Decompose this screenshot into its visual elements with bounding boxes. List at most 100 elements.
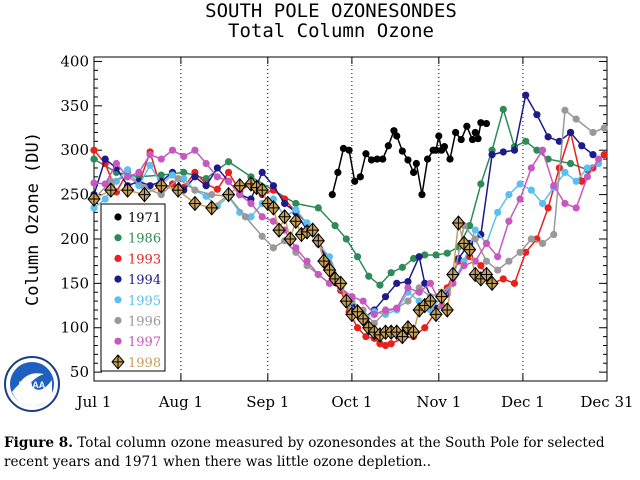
data-point <box>550 230 558 239</box>
data-point <box>303 219 311 227</box>
data-point <box>415 288 423 296</box>
data-point <box>191 173 199 181</box>
data-point <box>384 142 392 150</box>
data-point <box>174 175 182 183</box>
data-point <box>101 180 109 188</box>
data-point <box>440 143 449 151</box>
x-axis: Jul 1 Aug 1 Sep 1 Oct 1 Nov 1 Dec 1 Dec 31 <box>75 57 634 411</box>
data-point <box>522 137 530 145</box>
data-point <box>135 182 143 190</box>
data-point <box>241 213 249 221</box>
data-point <box>451 215 466 231</box>
data-point <box>90 179 98 187</box>
data-point <box>202 175 210 183</box>
series-1998 <box>87 176 499 345</box>
data-point <box>339 144 348 153</box>
data-point <box>538 199 547 208</box>
data-point <box>466 222 474 230</box>
data-point <box>522 248 530 256</box>
data-point <box>398 147 406 155</box>
data-point <box>510 279 519 287</box>
data-point <box>463 122 471 130</box>
data-point <box>477 262 485 270</box>
data-point <box>114 275 122 283</box>
data-point <box>395 328 410 345</box>
data-point <box>356 173 364 181</box>
data-point <box>544 133 552 141</box>
data-point <box>154 177 168 194</box>
y-tick-label: 100 <box>60 319 89 337</box>
data-point <box>477 119 485 127</box>
data-point <box>482 257 491 265</box>
data-point <box>578 177 586 185</box>
y-tick-label: 300 <box>60 141 89 159</box>
data-point <box>474 135 482 143</box>
data-point <box>457 135 465 144</box>
data-point <box>404 297 412 305</box>
series-line <box>93 106 588 287</box>
x-tick-label: Oct 1 <box>331 393 372 411</box>
data-point <box>191 186 199 194</box>
data-point <box>510 146 519 154</box>
data-point <box>485 275 499 292</box>
y-tick-label: 400 <box>60 52 89 70</box>
data-point <box>137 186 152 203</box>
data-point <box>432 251 440 259</box>
data-point <box>114 296 122 304</box>
data-point <box>538 239 547 248</box>
data-point <box>527 186 535 194</box>
data-point <box>353 253 362 261</box>
data-point <box>421 324 429 332</box>
data-point <box>583 164 591 172</box>
y-axis: 50 100 150 200 250 300 350 400 <box>60 52 607 381</box>
data-point <box>434 288 449 305</box>
data-point <box>462 241 477 258</box>
noaa-logo: NOAA <box>4 356 60 412</box>
x-tick-label: Aug 1 <box>158 393 203 411</box>
data-point <box>533 146 541 154</box>
data-point <box>583 173 591 181</box>
data-point <box>224 168 233 176</box>
data-point <box>435 132 443 140</box>
data-point <box>180 152 188 161</box>
data-point <box>471 257 479 265</box>
data-point <box>135 168 143 176</box>
data-point <box>471 235 479 243</box>
legend-item: 1994 <box>114 273 161 288</box>
data-point <box>418 190 426 199</box>
ozone-chart: SOUTH POLE OZONESONDES Total Column Ozon… <box>23 0 634 411</box>
data-point <box>345 146 353 154</box>
data-point <box>311 232 325 249</box>
data-point <box>471 128 479 137</box>
data-point <box>432 146 440 154</box>
data-point <box>221 186 236 203</box>
data-point <box>370 310 378 319</box>
data-point <box>365 272 373 280</box>
data-point <box>589 128 597 137</box>
data-point <box>429 306 443 323</box>
data-point <box>398 263 406 271</box>
data-point <box>146 151 154 159</box>
data-point <box>353 324 362 332</box>
data-point <box>202 159 210 168</box>
data-point <box>387 269 395 277</box>
data-point <box>146 182 154 190</box>
data-point <box>412 159 420 168</box>
data-point <box>594 155 603 163</box>
data-point <box>247 199 255 208</box>
data-point <box>202 182 210 190</box>
data-point <box>236 190 244 199</box>
data-point <box>393 304 401 312</box>
legend-label: 1998 <box>128 356 161 371</box>
figure-label: Figure 8. <box>4 435 73 451</box>
data-point <box>90 146 98 154</box>
data-point <box>538 146 547 154</box>
data-point <box>356 311 370 327</box>
data-point <box>381 293 390 301</box>
data-point <box>157 155 165 163</box>
data-point <box>387 340 395 348</box>
legend-label: 1993 <box>128 252 161 267</box>
data-point <box>505 190 513 199</box>
legend-item: 1997 <box>114 335 161 350</box>
data-point <box>213 173 221 181</box>
